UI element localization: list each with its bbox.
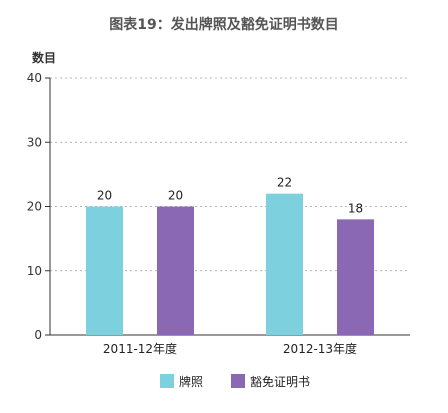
chart-title: 图表19：发出牌照及豁免证明书数目 [109,16,338,33]
bars: 20 20 22 18 [86,176,374,335]
legend-label: 牌照 [179,375,203,389]
bar [86,206,123,335]
y-tick-label: 30 [27,135,42,149]
bar [337,219,374,335]
bar [157,206,194,335]
legend-label: 豁免证明书 [250,374,310,389]
y-tick-label: 10 [27,264,42,278]
data-label: 20 [97,189,112,203]
data-label: 20 [168,189,183,203]
y-tick-label: 40 [27,71,42,85]
legend: 牌照 豁免证明书 [160,374,310,389]
axes: 0 10 20 30 40 2011-12年度 2012-13年度 [27,71,410,356]
legend-swatch [160,374,174,388]
y-tick-label: 20 [27,200,42,214]
bar [266,193,303,335]
x-tick-label: 2012-13年度 [283,341,357,356]
y-tick-label: 0 [34,328,42,342]
data-label: 18 [348,201,363,215]
x-tick-label: 2011-12年度 [103,341,177,356]
y-axis-label: 数目 [32,50,56,65]
legend-swatch [231,374,245,388]
data-label: 22 [277,176,292,190]
